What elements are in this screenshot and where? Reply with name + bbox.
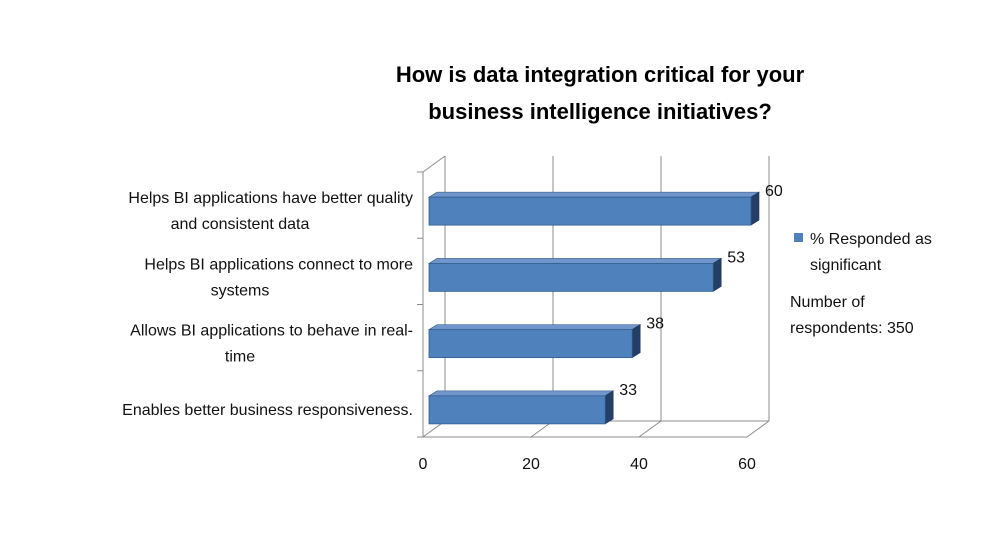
category-label: time [225,349,255,366]
x-tick-label: 40 [630,456,648,473]
x-tick-label: 0 [419,456,428,473]
bar-side-face [712,257,722,292]
data-label: 60 [765,183,783,200]
x-tick-label: 60 [738,456,756,473]
category-label: Enables better business responsiveness. [122,402,413,419]
chart-title-line-1: How is data integration critical for you… [395,62,805,87]
bar-top-face [427,390,615,397]
legend-label: % Responded as [810,231,932,248]
category-label: Allows BI applications to behave in real… [130,323,413,340]
respondents-note: Number of [790,294,865,311]
bar [428,196,752,226]
bar-top-face [427,191,761,198]
data-label: 33 [619,382,637,399]
category-label: systems [211,282,270,299]
legend-label: significant [810,257,882,274]
bar [428,329,633,359]
x-tick-label: 20 [522,456,540,473]
bar-side-face [631,324,641,359]
chart-title: How is data integration critical for you… [300,56,900,130]
category-label: Helps BI applications have better qualit… [128,190,413,207]
floor-gridline [638,420,662,438]
floor-gridline [746,420,770,438]
chart-title-line-2: business intelligence initiatives? [428,99,772,124]
legend-swatch [794,233,803,242]
data-label: 38 [646,316,664,333]
bar-top-face [427,258,723,264]
category-label: Helps BI applications connect to more [144,256,413,273]
bar-side-face [750,191,760,226]
category-label: and consistent data [171,216,310,233]
data-label: 53 [727,249,745,266]
respondents-note: respondents: 350 [790,320,914,337]
wall-top-edge [422,155,446,173]
bar-side-face [604,390,614,425]
bar [428,262,714,292]
bar-top-face [427,324,642,330]
bar [428,395,606,425]
